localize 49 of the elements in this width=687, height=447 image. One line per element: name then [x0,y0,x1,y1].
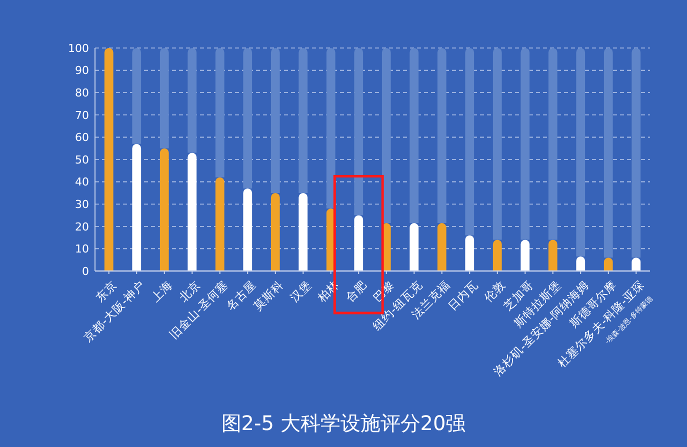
bar [492,240,502,271]
y-tick-label: 20 [75,220,89,234]
x-tick-label: 上海 [148,278,176,305]
bar [382,48,391,224]
bar [576,48,586,257]
bar [160,48,169,148]
bar [492,48,502,240]
bar [298,192,308,271]
bar [548,48,558,240]
bar [188,152,197,271]
bar [104,48,114,271]
bar [188,48,197,153]
y-tick-label: 0 [82,264,89,278]
y-tick-label: 70 [75,108,89,122]
bar [298,48,308,193]
bar [354,215,364,271]
bar [132,144,142,271]
bar [437,223,446,271]
bar [548,240,558,271]
y-tick-label: 30 [75,198,89,211]
text: 图2-5 大科学设施评分20强 [221,411,466,435]
y-tick-label: 10 [75,242,89,256]
x-tick-label: 汉堡 [287,278,314,305]
bar [243,188,252,271]
bar [410,223,419,271]
x-tick-label: 合肥 [342,278,370,305]
bar [520,48,530,240]
bar [132,48,142,144]
bar [326,48,336,209]
y-tick-label: 60 [75,131,89,144]
y-tick-label: 40 [75,176,89,189]
bar [437,48,446,224]
y-tick-label: 80 [75,86,89,100]
bar [243,48,252,188]
bar [410,48,419,224]
bar [604,48,613,258]
bar [465,235,474,271]
y-tick-label: 90 [75,64,89,78]
bar [270,48,280,193]
y-tick-label: 100 [68,42,89,55]
bar [632,48,641,258]
bar [215,48,224,178]
y-tick-label: 50 [75,153,89,166]
bar [354,48,364,216]
bar [520,240,530,271]
bar [465,48,474,236]
bar [215,177,224,271]
bar [270,192,280,271]
bar [160,148,169,271]
